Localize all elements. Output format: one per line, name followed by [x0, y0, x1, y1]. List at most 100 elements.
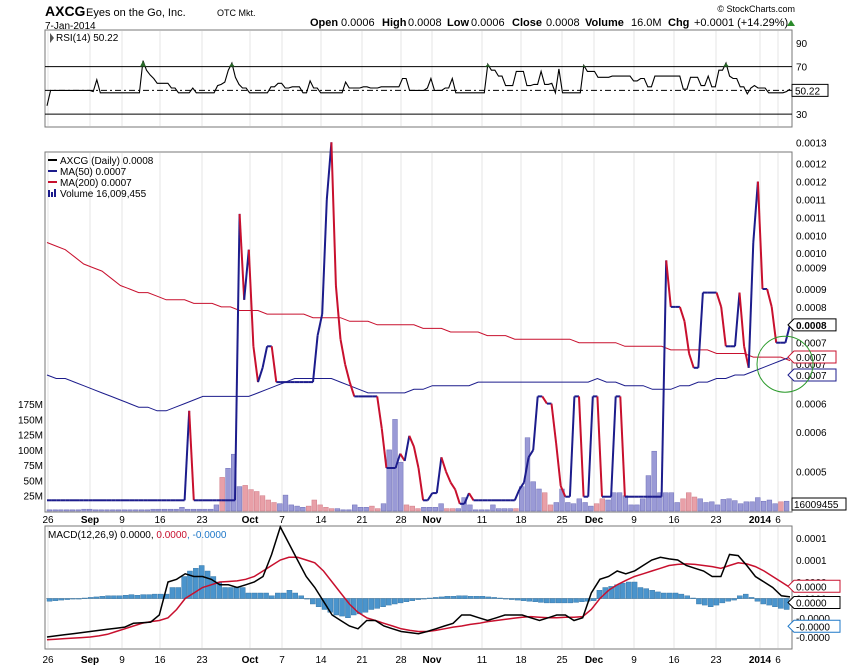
- macd-hist-bar-107: [672, 592, 679, 599]
- volume-bar-116: [714, 504, 721, 512]
- volume-bar-97: [605, 499, 611, 512]
- x-tick-bottom-7: 14: [315, 655, 327, 666]
- price-segment-104: [518, 481, 525, 491]
- volume-bar-21: [167, 508, 174, 512]
- legend-volume: Volume 16,009,455: [60, 189, 147, 200]
- macd-hist-bar-51: [345, 598, 351, 618]
- macd-hist-bar-83: [532, 598, 538, 602]
- volume-bar-40: [277, 503, 283, 512]
- price-segment-43: [238, 213, 246, 300]
- volume-ytick-3: 100M: [18, 446, 43, 457]
- macd-hist-bar-28: [210, 576, 217, 599]
- macd-hist-bar-19: [157, 593, 164, 599]
- macd-hist-bar-77: [497, 597, 503, 599]
- macd-hist-bar-69: [450, 596, 457, 599]
- price-ytick-2: 0.0012: [796, 178, 827, 189]
- macd-hist-bar-40: [280, 592, 287, 599]
- macd-hist-bar-98: [620, 582, 626, 599]
- volume-bar-41: [282, 494, 289, 512]
- volume-bar-95: [593, 503, 600, 512]
- macd-hist-bar-46: [315, 598, 322, 608]
- volume-bar-66: [426, 507, 433, 512]
- volume-bar-19: [156, 508, 162, 512]
- volume-bar-36: [254, 491, 260, 512]
- price-segment-64: [334, 285, 342, 340]
- macd-hist-bar-39: [275, 592, 281, 599]
- price-segment-42: [234, 213, 241, 501]
- rsi-ytick-70: 70: [796, 63, 808, 74]
- price-ytick-6: 0.0010: [796, 249, 827, 260]
- x-tick-top-7: 14: [315, 515, 327, 526]
- price-segment-148: [720, 306, 727, 347]
- macd-hist-bar-90: [573, 598, 579, 603]
- volume-value: 16.0M: [631, 17, 662, 29]
- volume-ytick-5: 150M: [18, 415, 43, 426]
- macd-hist-bar-10: [105, 595, 111, 599]
- price-segment-139: [678, 306, 686, 322]
- volume-bar-22: [173, 508, 179, 512]
- price-panel: [44, 151, 793, 513]
- macd-hist-bar-9: [99, 596, 105, 599]
- volume-bar-107: [663, 492, 669, 512]
- price-segment-135: [660, 260, 668, 497]
- volume-bar-65: [421, 507, 427, 512]
- macd-hist-bar-54: [362, 598, 369, 613]
- macd-label-b: 0.0000: [156, 530, 187, 541]
- price-segment-77: [394, 453, 402, 469]
- volume-bar-78: [496, 508, 502, 512]
- volume-bar-3: [64, 509, 70, 512]
- rsi-ytick-30: 30: [796, 110, 808, 121]
- price-ytick-5: 0.0010: [796, 231, 827, 242]
- macd-hist-bar-37: [263, 592, 269, 599]
- macd-hist-bar-17: [146, 594, 152, 599]
- macd-hist-bar-61: [403, 598, 410, 602]
- x-tick-bottom-8: 21: [356, 655, 368, 666]
- macd-hist-bar-102: [643, 588, 650, 599]
- volume-bar-81: [513, 508, 519, 512]
- x-tick-top-9: 28: [395, 515, 407, 526]
- volume-bar-16: [138, 509, 145, 512]
- macd-hist-bar-89: [567, 598, 574, 604]
- volume-bar-76: [484, 509, 490, 512]
- macd-hist-bar-99: [626, 581, 632, 599]
- volume-bar-121: [743, 501, 749, 512]
- volume-bar-59: [386, 449, 392, 512]
- x-tick-top-5: Oct: [242, 515, 259, 526]
- macd-hist-bar-85: [544, 598, 550, 604]
- macd-hist-bar-24: [187, 570, 193, 599]
- volume-ytick-0: 25M: [24, 492, 43, 503]
- volume-bar-125: [766, 499, 773, 512]
- macd-hist-bar-63: [415, 598, 421, 600]
- macd-label-c: , -0.0000: [187, 530, 227, 541]
- price-ytick-8: 0.0009: [796, 285, 827, 296]
- macd-hist-bar-123: [766, 598, 772, 606]
- macd-hist-bar-3: [64, 598, 70, 600]
- price-ytick-9: 0.0008: [796, 303, 827, 314]
- x-tick-top-12: 18: [515, 515, 527, 526]
- price-ytick-12: 0.0007: [796, 360, 827, 371]
- macd-hist-bar-5: [76, 598, 82, 600]
- macd-hist-bar-114: [713, 598, 720, 606]
- close-value: 0.0008: [546, 17, 580, 29]
- macd-hist-bar-96: [608, 586, 614, 599]
- legend-ma200: MA(200) 0.0007: [60, 178, 132, 189]
- x-tick-bottom-19: 6: [775, 655, 781, 666]
- price-segment-159: [770, 306, 778, 343]
- price-segment-124: [610, 396, 617, 497]
- volume-bar-17: [144, 509, 150, 512]
- x-tick-bottom-18: 2014: [749, 655, 772, 666]
- macd-hist-bar-82: [526, 598, 533, 602]
- volume-bar-106: [657, 492, 663, 512]
- price-legend: AXCG (Daily) 0.0008 MA(50) 0.0007 MA(200…: [48, 156, 154, 200]
- macd-hist-bar-41: [286, 590, 293, 599]
- macd-line: [46, 525, 791, 638]
- volume-bar-127: [778, 501, 784, 512]
- volume-bar-94: [588, 505, 594, 512]
- macd-badge-text-2: -0.0000: [796, 622, 830, 633]
- change-value: +0.0001 (+14.29%): [694, 17, 788, 29]
- legend-swatch-ma200: [48, 181, 57, 183]
- volume-bar-47: [317, 504, 323, 512]
- price-ytick-0: 0.0013: [796, 138, 827, 149]
- macd-hist-bar-121: [754, 598, 761, 602]
